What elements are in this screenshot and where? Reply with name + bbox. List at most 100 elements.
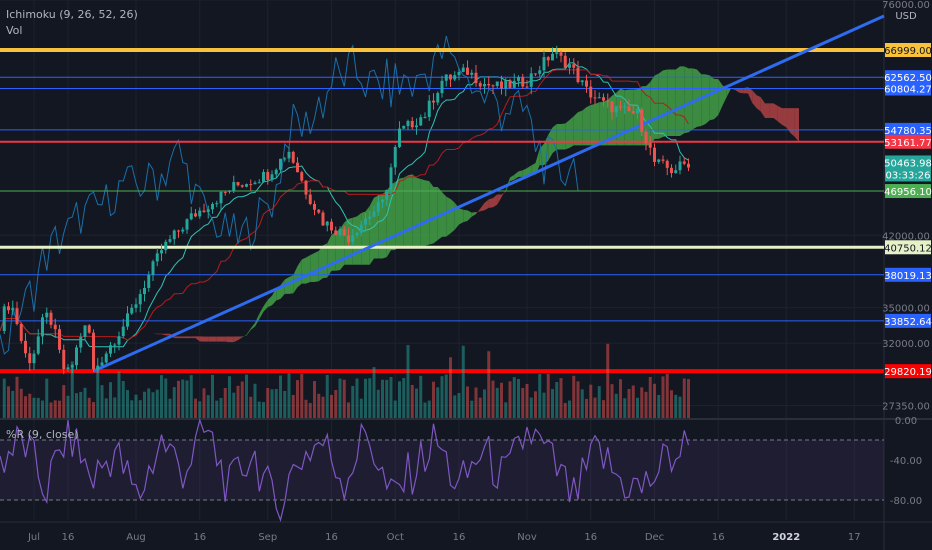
time-tick-label[interactable]: 17 <box>848 532 861 543</box>
candle-up <box>83 325 87 337</box>
time-tick-label[interactable]: 2022 <box>772 532 800 543</box>
candle-up <box>160 250 163 254</box>
cloud-segment-bullish <box>701 74 706 126</box>
price-tick-label[interactable]: 32000.00 <box>882 339 930 350</box>
volume-bar <box>96 367 100 418</box>
candle-up <box>415 125 418 128</box>
volume-bar <box>338 378 342 418</box>
candle-down <box>49 312 53 325</box>
candle-down <box>449 74 452 80</box>
volume-bar <box>160 375 163 418</box>
price-tick-label[interactable]: 42000.00 <box>882 231 930 242</box>
level-label-bg <box>885 134 931 149</box>
volume-bar <box>415 388 418 418</box>
price-tick-label[interactable]: 27350.00 <box>882 401 930 412</box>
time-tick-label[interactable]: 16 <box>712 532 725 543</box>
candle-down <box>317 209 321 213</box>
candle-up <box>517 77 520 81</box>
volume-bar <box>287 373 291 418</box>
candle-up <box>228 190 231 192</box>
cloud-segment-bearish <box>191 336 196 339</box>
level-label[interactable]: 38019.13 <box>884 271 932 282</box>
time-tick-label[interactable]: Nov <box>517 532 537 543</box>
time-tick-label[interactable]: 16 <box>325 532 338 543</box>
candle-down <box>487 83 491 86</box>
price-tick-label[interactable]: 35000.00 <box>882 304 930 315</box>
volume-bar <box>538 373 542 418</box>
cloud-segment-bullish <box>467 210 472 221</box>
level-label[interactable]: 53161.77 <box>884 138 932 149</box>
cloud-segment-bullish <box>301 257 306 284</box>
cloud-segment-bullish <box>391 181 396 251</box>
time-tick-label[interactable]: 16 <box>584 532 597 543</box>
cloud-segment-bearish <box>794 108 799 142</box>
cloud-segment-bearish <box>204 336 209 342</box>
level-label[interactable]: 33852.64 <box>884 317 932 328</box>
current-price-bg <box>885 155 931 182</box>
candle-up <box>542 57 546 71</box>
ichimoku-legend[interactable]: Ichimoku (9, 26, 52, 26) <box>6 8 138 21</box>
candle-down <box>202 210 206 213</box>
horizontal-levels[interactable] <box>0 48 884 374</box>
volume-bar <box>512 377 516 418</box>
cloud-segment-bearish <box>233 336 238 343</box>
volume-bar <box>376 389 380 418</box>
cloud-segment-bearish <box>199 336 204 342</box>
trendline[interactable] <box>92 14 885 373</box>
time-tick-label[interactable]: Oct <box>387 532 404 543</box>
candle-down <box>563 55 567 68</box>
current-price-label[interactable]: 50463.98 <box>884 158 932 169</box>
volume-bar <box>53 400 57 418</box>
candle-down <box>53 324 57 330</box>
level-label[interactable]: 66999.00 <box>884 46 932 57</box>
volume-bar <box>66 395 70 418</box>
level-label[interactable]: 40750.12 <box>884 243 932 254</box>
volume-bar <box>546 373 550 418</box>
wr-tick-label[interactable]: -80.00 <box>890 496 922 507</box>
candle-up <box>381 199 384 203</box>
time-tick-label[interactable]: Aug <box>126 532 146 543</box>
volume-bar <box>151 392 155 418</box>
candle-up <box>117 336 121 345</box>
volume-legend[interactable]: Vol <box>6 24 23 37</box>
cloud-segment-bullish <box>709 75 714 121</box>
volume-bar <box>181 379 185 418</box>
time-tick-label[interactable]: 16 <box>453 532 466 543</box>
price-tick-label[interactable]: 76000.00 <box>882 0 930 11</box>
candle-up <box>147 274 151 289</box>
level-label[interactable]: 62562.50 <box>884 73 932 84</box>
volume-bar <box>228 376 231 418</box>
candle-down <box>585 80 588 87</box>
cloud-segment-bullish <box>259 306 264 320</box>
time-tick-label[interactable]: Dec <box>645 532 664 543</box>
cloud-segment-bearish <box>225 336 230 343</box>
cloud-segment-bullish <box>629 89 634 146</box>
candle-down <box>300 172 304 181</box>
cloud-segment-bearish <box>760 97 765 118</box>
volume-bar <box>121 380 125 418</box>
volume-bar <box>347 402 350 418</box>
wr-tick-label[interactable]: -40.00 <box>890 456 922 467</box>
volume-bar <box>381 379 384 418</box>
wr-tick-label[interactable]: 0.00 <box>895 416 917 427</box>
cloud-segment-bullish <box>272 288 277 306</box>
volume-bar <box>41 400 44 418</box>
time-tick-label[interactable]: 16 <box>193 532 206 543</box>
candle-down <box>687 163 690 168</box>
time-tick-label[interactable]: 16 <box>62 532 75 543</box>
countdown-label[interactable]: 03:33:26 <box>886 170 931 181</box>
level-label[interactable]: 46956.10 <box>884 187 932 198</box>
volume-bar <box>653 383 656 418</box>
level-label[interactable]: 60804.27 <box>884 85 932 96</box>
candle-down <box>334 230 338 235</box>
level-label[interactable]: 54780.35 <box>884 126 932 137</box>
time-tick-label[interactable]: Sep <box>258 532 277 543</box>
time-tick-label[interactable]: Jul <box>27 532 40 543</box>
level-label[interactable]: 29820.19 <box>884 367 932 378</box>
cloud-segment-bullish <box>688 68 693 133</box>
volume-bar <box>11 390 15 418</box>
wr-legend[interactable]: %R (9, close) <box>6 428 79 441</box>
currency-label[interactable]: USD <box>895 11 917 22</box>
